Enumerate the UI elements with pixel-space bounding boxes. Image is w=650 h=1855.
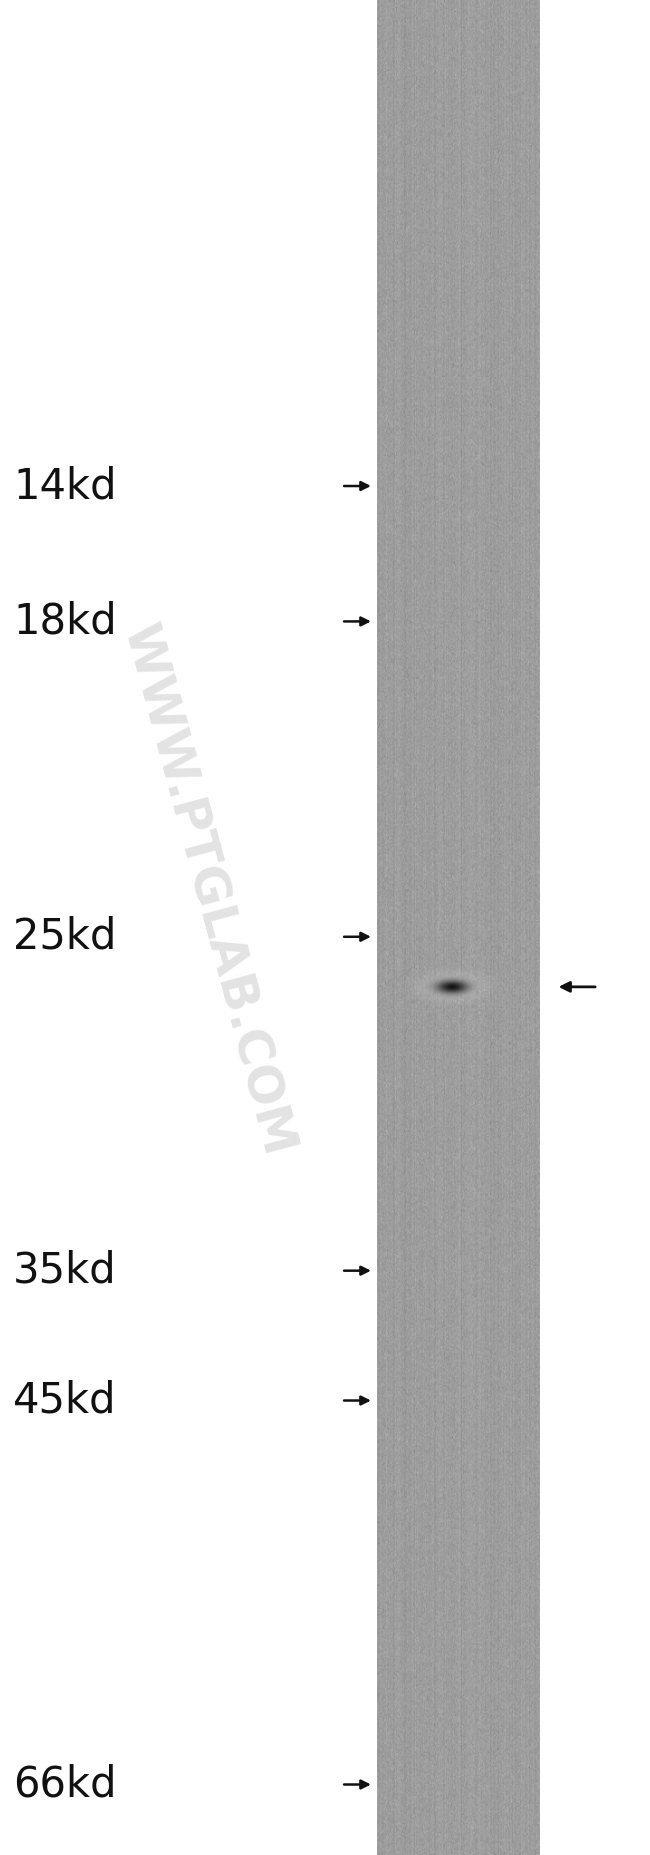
Text: 35kd: 35kd — [13, 1250, 116, 1291]
Text: 25kd: 25kd — [13, 916, 116, 957]
Text: 66kd: 66kd — [13, 1764, 116, 1805]
Text: 18kd: 18kd — [13, 601, 116, 642]
Text: WWW.PTGLAB.COM: WWW.PTGLAB.COM — [114, 620, 302, 1161]
Text: 14kd: 14kd — [13, 466, 116, 506]
Text: 45kd: 45kd — [13, 1380, 116, 1421]
